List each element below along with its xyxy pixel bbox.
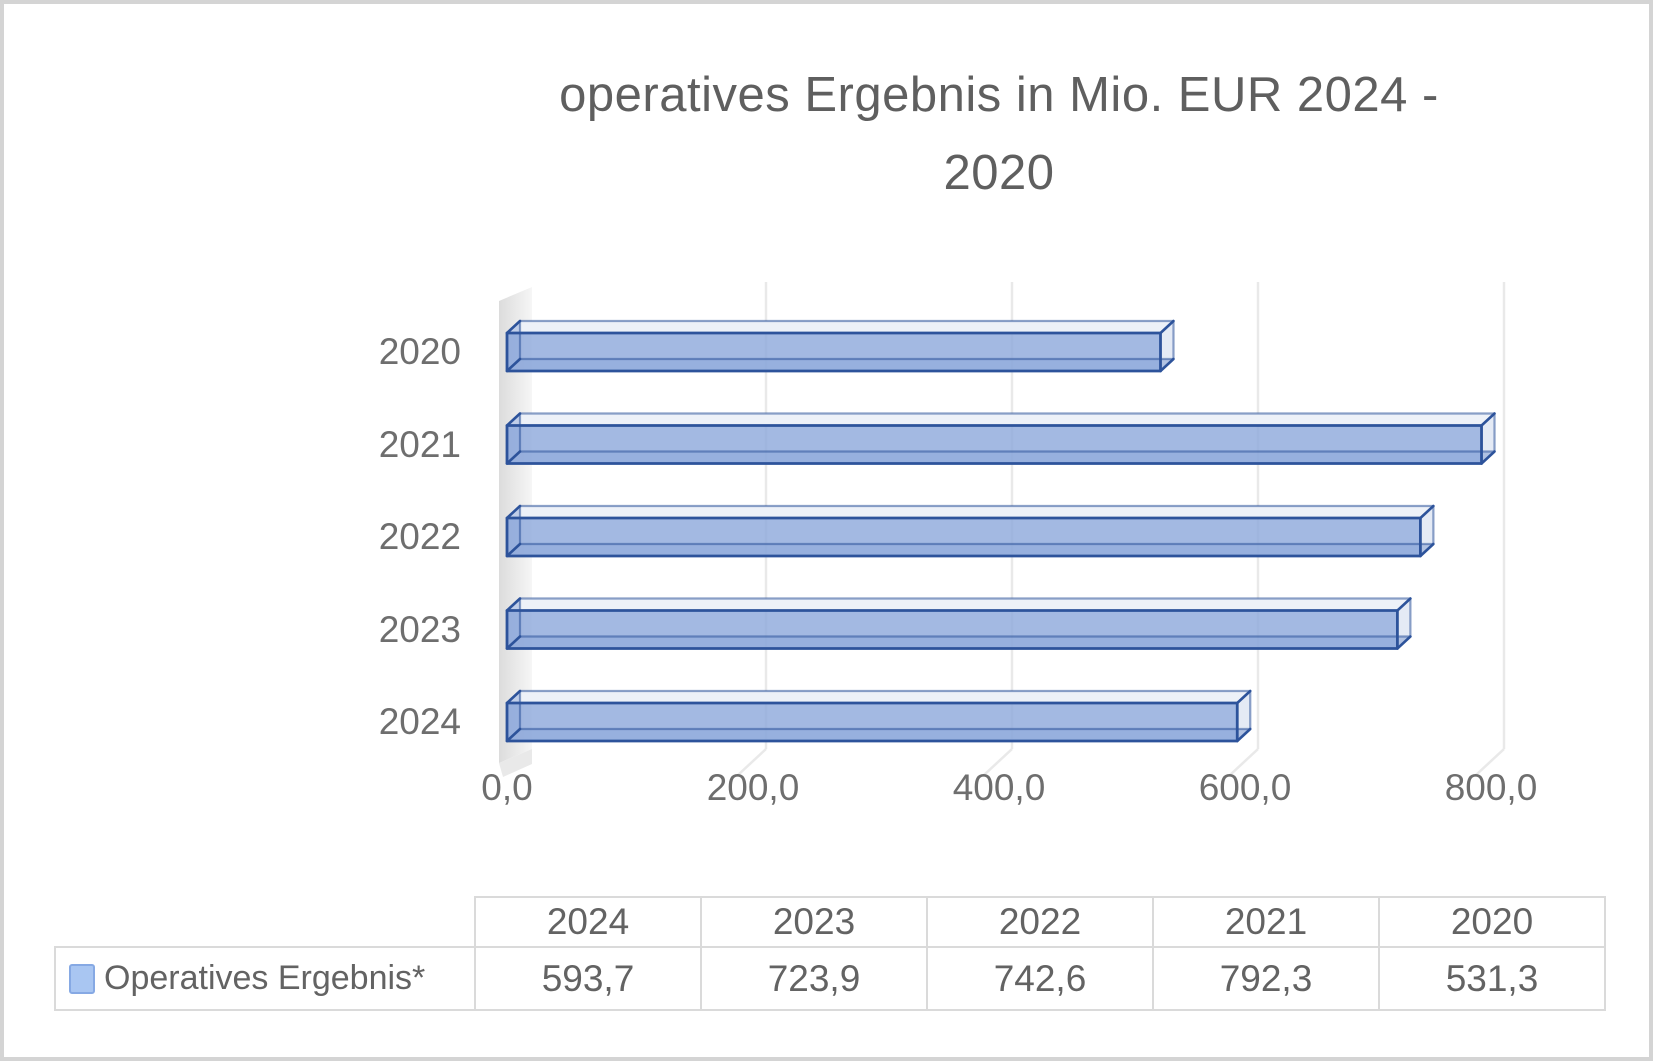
bar-front-outline <box>505 609 1399 650</box>
bar-end-face <box>1397 598 1411 649</box>
table-value-2021: 792,3 <box>1152 948 1378 1009</box>
bar-back-outline <box>518 412 1496 453</box>
bar-depth-edge-3 <box>1159 357 1175 373</box>
bar-top-face <box>507 506 1434 518</box>
bar-front-face <box>507 425 1482 464</box>
bar-bottom-inner-face <box>507 359 1174 371</box>
bar-left-inner-face <box>507 321 520 371</box>
bar-2024 <box>505 689 1252 743</box>
bar-depth-edge-0 <box>505 504 522 520</box>
bar-top-face <box>507 598 1411 611</box>
bar-front-outline <box>505 516 1422 558</box>
bar-front-face <box>507 610 1398 649</box>
bar-depth-edge-2 <box>505 450 522 465</box>
bar-bottom-inner-face <box>507 451 1495 464</box>
chart-title-line2: 2020 <box>943 146 1055 200</box>
bar-depth-edge-1 <box>1419 504 1435 520</box>
bar-left-inner-face <box>507 691 520 741</box>
bar-depth-edge-2 <box>505 727 522 743</box>
bar-depth-edge-1 <box>1235 689 1252 705</box>
x-axis-tick-800: 800,0 <box>1444 767 1538 808</box>
legend-label: Operatives Ergebnis* <box>104 959 426 997</box>
table-header-2021: 2021 <box>1152 898 1378 946</box>
x-axis-tick-400: 400,0 <box>952 767 1046 808</box>
y-axis-label-2021: 2021 <box>378 423 461 465</box>
legend-swatch-icon <box>69 963 95 994</box>
bar-depth-edge-3 <box>1480 450 1496 465</box>
x-axis-tick-200: 200,0 <box>706 767 800 808</box>
bar-left-inner-face <box>507 413 520 464</box>
bar-front-face <box>507 703 1238 741</box>
bar-depth-edge-0 <box>505 319 522 335</box>
bar-back-outline <box>518 689 1252 731</box>
table-header-2023: 2023 <box>700 898 926 946</box>
bar-2021 <box>505 412 1496 465</box>
bar-end-face <box>1420 506 1434 556</box>
bar-depth-edge-2 <box>505 542 522 558</box>
bar-front-outline <box>505 424 1483 465</box>
bar-bottom-inner-face <box>507 636 1411 649</box>
y-axis-label-2023: 2023 <box>378 608 461 650</box>
bar-depth-edge-3 <box>1235 727 1252 743</box>
table-value-2022: 742,6 <box>926 948 1152 1009</box>
bar-end-face <box>1160 321 1174 371</box>
bar-bottom-inner-face <box>507 729 1251 741</box>
bar-top-face <box>507 413 1495 426</box>
chart-title: operatives Ergebnis in Mio. EUR 2024 - 2… <box>334 56 1649 212</box>
x-axis-tick-600: 600,0 <box>1198 767 1292 808</box>
bar-depth-edge-0 <box>505 597 522 612</box>
table-value-2023: 723,9 <box>700 948 926 1009</box>
bar-bottom-inner-face <box>507 544 1434 556</box>
bar-left-inner-face <box>507 598 520 649</box>
bar-depth-edge-1 <box>1480 412 1496 427</box>
bar-back-outline <box>518 504 1435 546</box>
chart-title-line1: operatives Ergebnis in Mio. EUR 2024 - <box>559 68 1439 122</box>
table-value-2020: 531,3 <box>1378 948 1604 1009</box>
bar-depth-edge-0 <box>505 689 522 705</box>
table-header-2020: 2020 <box>1378 898 1604 946</box>
bar-depth-edge-1 <box>1396 597 1412 612</box>
legend-cell: Operatives Ergebnis* <box>56 948 474 1009</box>
table-header-2024: 2024 <box>546 901 630 942</box>
bar-2020 <box>505 319 1175 373</box>
bar-end-face <box>1481 413 1495 464</box>
data-table-header-row: 2024 2023 2022 2021 2020 <box>474 896 1606 946</box>
data-table-value-row: Operatives Ergebnis* 593,7 723,9 742,6 792,… <box>54 946 1606 1011</box>
bar-depth-edge-1 <box>1159 319 1175 335</box>
bar-front-face <box>507 333 1161 371</box>
bar-back-outline <box>518 319 1175 361</box>
table-header-2022: 2022 <box>926 898 1152 946</box>
y-axis-label-2024: 2024 <box>378 701 461 742</box>
bar-2022 <box>505 504 1435 558</box>
bar-top-face <box>507 691 1251 703</box>
bar-depth-edge-2 <box>505 635 522 650</box>
bar-left-inner-face <box>507 506 520 556</box>
table-value-2024: 593,7 <box>474 948 700 1009</box>
bar-front-face <box>507 518 1421 556</box>
bar-depth-edge-3 <box>1396 635 1412 650</box>
bar-front-outline <box>505 331 1162 373</box>
bar-depth-edge-2 <box>505 357 522 373</box>
plot-wall-3d <box>499 287 532 763</box>
bar-top-face <box>507 321 1174 333</box>
bar-end-face <box>1237 691 1251 741</box>
y-axis-label-2020: 2020 <box>378 331 461 372</box>
y-axis-label-2022: 2022 <box>378 516 461 557</box>
bar-back-outline <box>518 597 1412 638</box>
bar-depth-edge-0 <box>505 412 522 427</box>
bar-2023 <box>505 597 1412 650</box>
bar-depth-edge-3 <box>1419 542 1435 558</box>
bar-front-outline <box>505 701 1239 743</box>
x-axis-tick-0: 0,0 <box>481 767 533 808</box>
